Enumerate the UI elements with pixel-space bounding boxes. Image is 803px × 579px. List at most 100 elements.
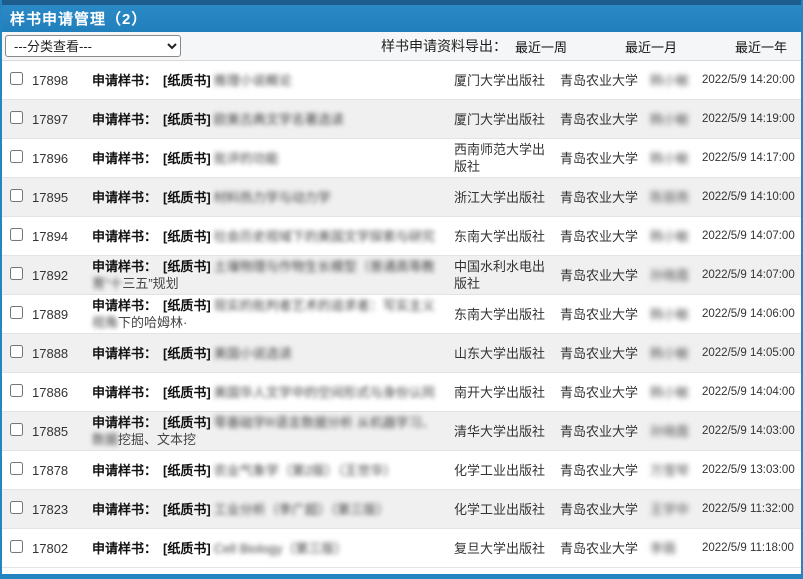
- request-label: 申请样书：: [92, 150, 158, 166]
- book-title-clear: 挖掘、文本挖: [118, 432, 197, 447]
- row-checkbox[interactable]: [10, 500, 23, 514]
- application-id: 17823: [32, 501, 69, 517]
- row-checkbox[interactable]: [10, 422, 23, 436]
- checkbox-cell: [10, 266, 32, 284]
- format-tag: [纸质书]: [163, 150, 211, 166]
- university: 青岛农业大学: [560, 540, 639, 556]
- university: 青岛农业大学: [560, 501, 639, 517]
- format-tag: [纸质书]: [163, 111, 211, 127]
- applicant-name: 万雪琴: [650, 462, 690, 478]
- publisher: 中国水利水电出版社: [454, 259, 546, 291]
- application-title: 申请样书： [纸质书] Cell Biology（第三版）: [92, 540, 454, 557]
- request-label: 申请样书：: [92, 259, 158, 274]
- publisher: 西南师范大学出版社: [454, 142, 546, 174]
- apply-time: 2022/5/9 14:17:00: [702, 151, 795, 164]
- format-tag: [纸质书]: [163, 298, 211, 313]
- application-title: 申请样书： [纸质书] 美国华人文学中的空间形式与身份认同: [92, 384, 454, 401]
- checkbox-cell: [10, 539, 32, 557]
- application-title: 申请样书： [纸质书] 零基础学R语言数据分析 从机器学习、数据挖掘、文本挖: [92, 414, 454, 448]
- table-row: 17897 申请样书： [纸质书] 欧美古典文学名著选读 厦门大学出版社 青岛农业大…: [2, 100, 801, 139]
- book-title-blurred: 零基础学R语言数据分析 从机器学习、数据: [92, 415, 435, 447]
- apply-time: 2022/5/9 14:04:00: [702, 385, 795, 398]
- apply-time: 2022/5/9 14:07:00: [702, 268, 795, 281]
- request-label: 申请样书：: [92, 111, 158, 127]
- export-link-last-week[interactable]: 最近一周: [514, 39, 567, 55]
- application-title: 申请样书： [纸质书] 推理小说概论: [92, 72, 454, 89]
- row-checkbox[interactable]: [10, 188, 23, 202]
- university: 青岛农业大学: [560, 189, 639, 205]
- row-checkbox[interactable]: [10, 266, 23, 280]
- row-checkbox[interactable]: [10, 461, 23, 475]
- checkbox-cell: [10, 149, 32, 167]
- export-link-last-year[interactable]: 最近一年: [734, 39, 787, 55]
- request-label: 申请样书：: [92, 415, 158, 430]
- apply-time: 2022/5/9 14:03:00: [702, 424, 795, 437]
- application-table: 17898 申请样书： [纸质书] 推理小说概论 厦门大学出版社 青岛农业大学 韩小…: [2, 61, 801, 568]
- application-title: 申请样书： [纸质书] 社会历史视域下的美国文学探索与研究: [92, 228, 454, 245]
- row-checkbox[interactable]: [10, 344, 23, 358]
- book-title-clear: 下的哈姆林·: [118, 315, 188, 330]
- request-label: 申请样书：: [92, 345, 158, 361]
- export-link-last-month[interactable]: 最近一月: [624, 39, 677, 55]
- book-title-blurred: 推理小说概论: [213, 72, 292, 88]
- book-title-blurred: 土壤物理与作物生长模型（普通高等教育“十: [92, 259, 435, 291]
- applicant-name: 韩小敏: [650, 72, 690, 88]
- university: 青岛农业大学: [560, 267, 639, 283]
- book-title-blurred: 农业气象学（第2版）（王世华）: [213, 462, 397, 478]
- format-tag: [纸质书]: [163, 384, 211, 400]
- application-id: 17895: [32, 189, 69, 205]
- row-checkbox[interactable]: [10, 149, 23, 163]
- book-title-blurred: Cell Biology（第三版）: [213, 540, 348, 556]
- row-checkbox[interactable]: [10, 71, 23, 85]
- row-checkbox[interactable]: [10, 227, 23, 241]
- publisher: 东南大学出版社: [454, 228, 546, 244]
- table-row: 17894 申请样书： [纸质书] 社会历史视域下的美国文学探索与研究 东南大学出版…: [2, 217, 801, 256]
- checkbox-cell: [10, 383, 32, 401]
- book-title-blurred: 工业分析（李广超）（第三版）: [213, 501, 390, 517]
- table-row: 17823 申请样书： [纸质书] 工业分析（李广超）（第三版） 化学工业出版社 青…: [2, 490, 801, 529]
- book-title-blurred: 材料热力学与动力学: [213, 189, 331, 205]
- checkbox-cell: [10, 344, 32, 362]
- university: 青岛农业大学: [560, 423, 639, 439]
- format-tag: [纸质书]: [163, 72, 211, 88]
- university: 青岛农业大学: [560, 228, 639, 244]
- application-title: 申请样书： [纸质书] 欧美古典文学名著选读: [92, 111, 454, 128]
- publisher: 山东大学出版社: [454, 345, 546, 361]
- format-tag: [纸质书]: [163, 415, 211, 430]
- applicant-name: 孙晓霞: [650, 267, 690, 283]
- row-checkbox[interactable]: [10, 110, 23, 124]
- book-title-blurred: 美国小说选读: [213, 345, 292, 361]
- book-title-blurred: 批评的功能: [213, 150, 279, 166]
- book-title-clear: 三五”规划: [122, 276, 179, 291]
- apply-time: 2022/5/9 11:18:00: [702, 541, 794, 554]
- checkbox-cell: [10, 71, 32, 89]
- apply-time: 2022/5/9 14:07:00: [702, 229, 795, 242]
- application-id: 17897: [32, 111, 69, 127]
- application-id: 17898: [32, 72, 69, 88]
- university: 青岛农业大学: [560, 462, 639, 478]
- format-tag: [纸质书]: [163, 345, 211, 361]
- university: 青岛农业大学: [560, 72, 639, 88]
- checkbox-cell: [10, 305, 32, 323]
- application-id: 17889: [32, 306, 69, 322]
- university: 青岛农业大学: [560, 345, 639, 361]
- application-title: 申请样书： [纸质书] 批评的功能: [92, 150, 454, 167]
- category-filter-select[interactable]: ---分类查看---: [5, 35, 181, 57]
- publisher: 复旦大学出版社: [454, 540, 546, 556]
- applicant-name: 陈丽燕: [650, 189, 690, 205]
- request-label: 申请样书：: [92, 298, 158, 313]
- table-row: 17898 申请样书： [纸质书] 推理小说概论 厦门大学出版社 青岛农业大学 韩小…: [2, 61, 801, 100]
- apply-time: 2022/5/9 14:05:00: [702, 346, 795, 359]
- application-id: 17894: [32, 228, 69, 244]
- table-row: 17892 申请样书： [纸质书] 土壤物理与作物生长模型（普通高等教育“十三五”规…: [2, 256, 801, 295]
- checkbox-cell: [10, 188, 32, 206]
- application-title: 申请样书： [纸质书] 美国小说选读: [92, 345, 454, 362]
- apply-time: 2022/5/9 14:06:00: [702, 307, 795, 320]
- row-checkbox[interactable]: [10, 539, 23, 553]
- row-checkbox[interactable]: [10, 305, 23, 319]
- request-label: 申请样书：: [92, 189, 158, 205]
- row-checkbox[interactable]: [10, 383, 23, 397]
- publisher: 清华大学出版社: [454, 423, 546, 439]
- top-strip: [2, 0, 801, 5]
